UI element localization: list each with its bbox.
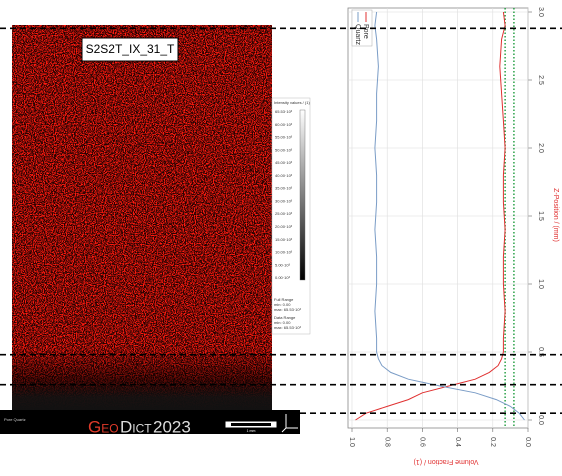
colorbar-tick-label: 25.00·10³ xyxy=(275,211,293,216)
chart: 0.0 0.5 1.0 1.5 2.0 2.5 3.0 1.0 0.8 0.6 0.4 0.2 0.0 Z… xyxy=(347,7,559,465)
colorbar-tick-label: 10.00·10³ xyxy=(275,250,293,255)
y-tick-label: 0.8 xyxy=(383,437,390,447)
axes-icon xyxy=(281,414,298,433)
data-range: Data Range xyxy=(274,315,296,320)
scale-label: 1 mm xyxy=(247,429,256,433)
brand-year: 2023 xyxy=(153,417,191,436)
bar-legend-text: Pore Quartz xyxy=(4,417,26,422)
colorbar-title: Intensity values / (1) xyxy=(274,100,310,105)
y-tick-label: 0.0 xyxy=(524,437,531,447)
colorbar-tick-label: 50.00·10³ xyxy=(275,147,293,152)
image-texture xyxy=(12,25,272,413)
full-range-max: max: 65.53·10³ xyxy=(274,307,302,312)
colorbar-tick-label: 35.00·10³ xyxy=(275,186,293,191)
image-label: S2S2T_IX_31_T xyxy=(86,42,175,56)
x-axis-label: Z-Position / (mm) xyxy=(552,188,559,242)
x-tick-label: 3.0 xyxy=(537,7,544,17)
colorbar-tick-label: 60.00·10³ xyxy=(275,122,293,127)
image-dark-band xyxy=(12,350,272,413)
x-tick-label: 1.5 xyxy=(537,211,544,221)
y-tick-label: 0.6 xyxy=(419,437,426,447)
colorbar-tick-label: 5.00·10³ xyxy=(275,262,291,267)
y-axis-label: Volume Fraction / (1) xyxy=(414,458,479,465)
full-range-min: min: 0.00 xyxy=(274,302,291,307)
x-tick-label: 1.0 xyxy=(537,279,544,289)
full-range: Full Range xyxy=(274,297,294,302)
y-tick-label: 1.0 xyxy=(348,437,355,447)
colorbar-panel: Intensity values / (1) Full Range min: 0… xyxy=(271,97,310,335)
y-tick-label: 0.2 xyxy=(489,437,496,447)
brand-main: Dict xyxy=(120,417,152,436)
x-tick-label: 0.0 xyxy=(537,415,544,425)
label-box xyxy=(81,37,179,62)
colorbar-tick-label: 40.00·10³ xyxy=(275,173,293,178)
colorbar-tick-label: 30.00·10³ xyxy=(275,198,293,203)
brand-prefix: Geo xyxy=(88,417,119,436)
legend-label: Pore xyxy=(362,24,369,39)
colorbar-tick-label: 15.00·10³ xyxy=(275,237,293,242)
series-line xyxy=(374,11,525,421)
colorbar-tick-label: 45.00·10³ xyxy=(275,160,293,165)
x-tick-label: 2.5 xyxy=(537,75,544,85)
colorbar-tick-label: 55.00·10³ xyxy=(275,135,293,140)
data-range-min: min: 0.00 xyxy=(274,320,291,325)
data-range-max: max: 65.53·10³ xyxy=(274,325,302,330)
colorbar-tick-label: 20.00·10³ xyxy=(275,224,293,229)
x-tick-label: 0.5 xyxy=(537,347,544,357)
colorbar-tick-label: 0.00·10³ xyxy=(275,275,291,280)
scale-bar-inner xyxy=(231,423,271,426)
x-tick-label: 2.0 xyxy=(537,143,544,153)
ct-image: S2S2T_IX_31_T xyxy=(12,25,272,413)
colorbar xyxy=(299,109,306,281)
plot-frame xyxy=(347,7,529,429)
y-tick-label: 0.4 xyxy=(454,437,461,447)
colorbar-tick-label: 65.53·10³ xyxy=(275,109,293,114)
legend-label: Quartz xyxy=(354,24,361,46)
series-line xyxy=(355,11,506,421)
